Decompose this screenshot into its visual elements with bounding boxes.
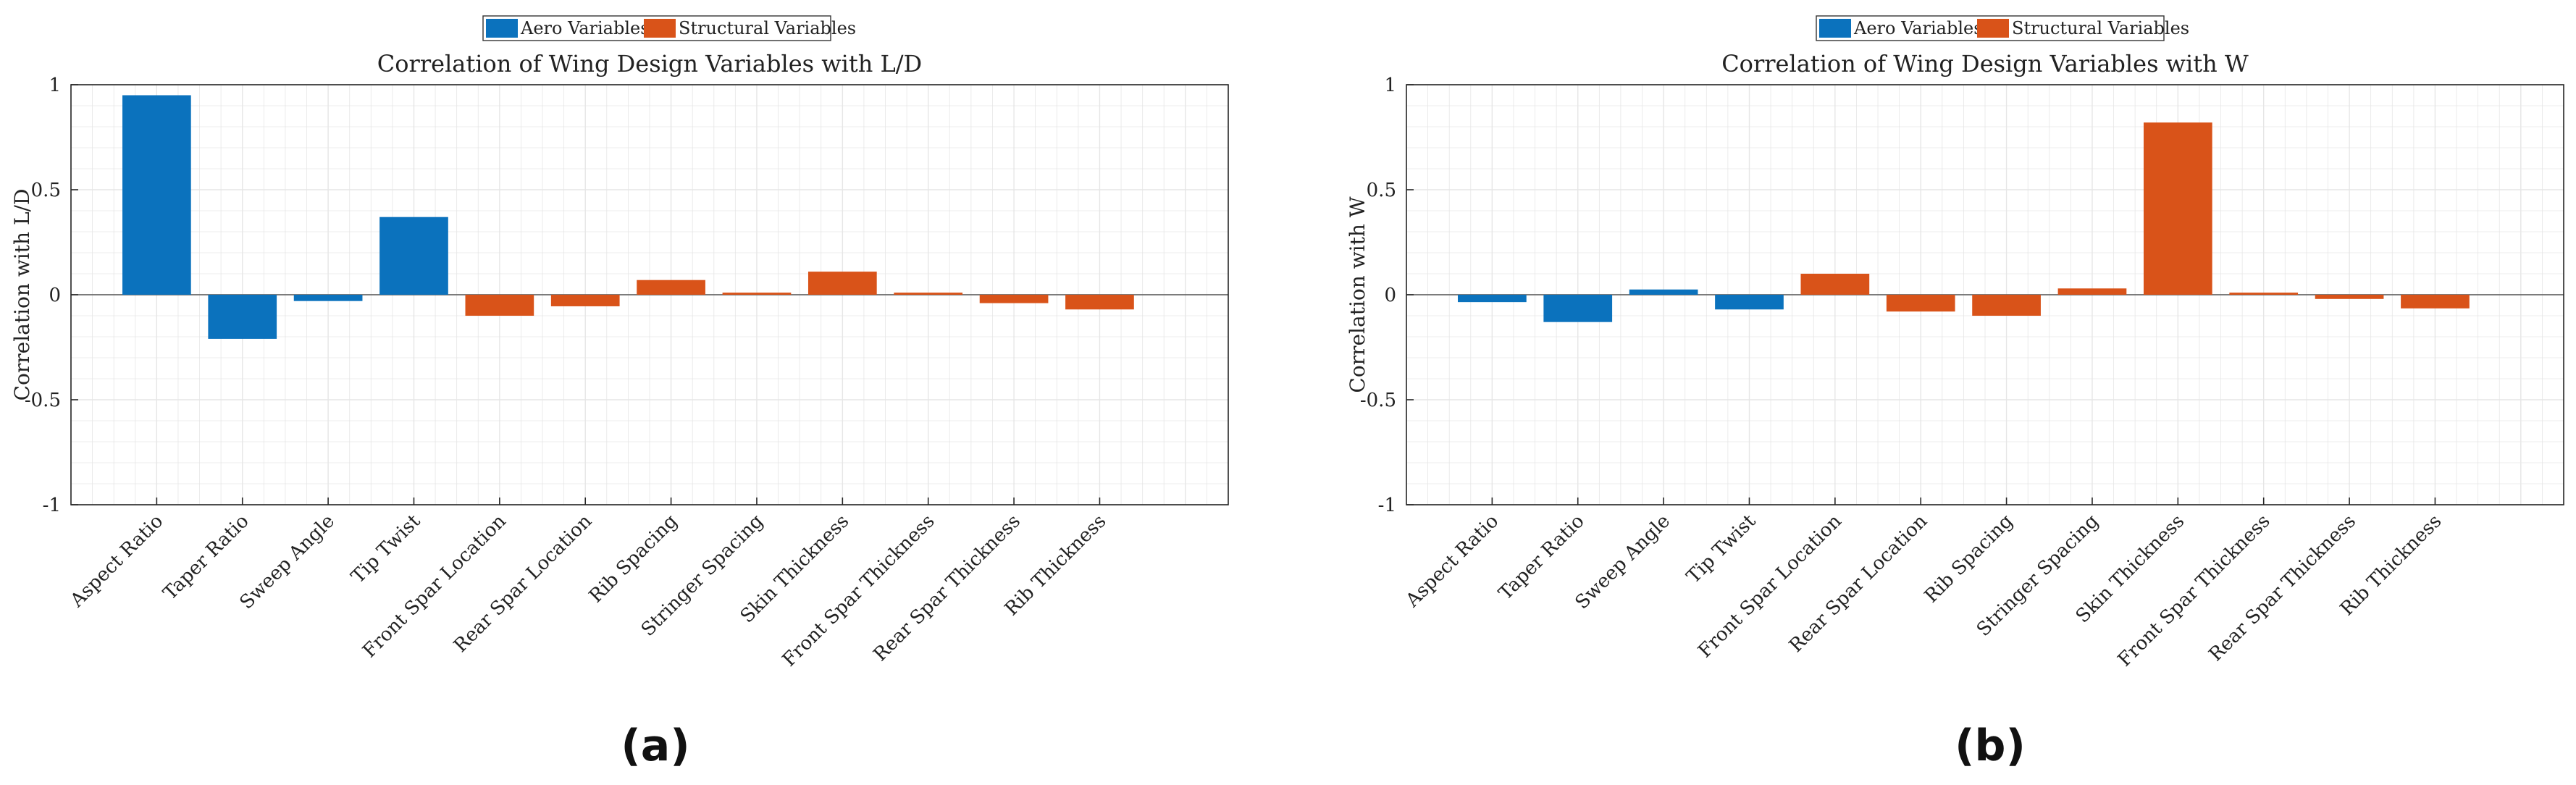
y-tick-label: 0: [1384, 285, 1396, 306]
bar-sweep-angle: [293, 295, 363, 301]
x-tick-label: Tip Twist: [1682, 510, 1760, 587]
chart-title: Correlation of Wing Design Variables wit…: [1721, 50, 2249, 77]
bar-front-spar-location: [465, 295, 534, 316]
bar-tip-twist: [379, 217, 448, 295]
y-tick-label: 1: [1384, 75, 1396, 96]
legend: Aero Variables Structural Variables: [482, 15, 856, 41]
bar-stringer-spacing: [2057, 288, 2127, 295]
x-tick-label: Taper Ratio: [159, 511, 253, 605]
x-tick-label: Tip Twist: [347, 510, 424, 587]
bar-rib-spacing: [1972, 295, 2041, 316]
bar-skin-thickness: [807, 272, 877, 295]
legend-swatch-aero: [486, 19, 518, 38]
x-tick-label: Aspect Ratio: [66, 511, 167, 612]
y-tick-label: -1: [43, 495, 61, 516]
y-tick-label: 1: [49, 75, 61, 96]
bar-stringer-spacing: [722, 293, 792, 295]
y-axis-label: Correlation with W: [1346, 196, 1369, 392]
y-tick-label: -0.5: [25, 390, 61, 411]
legend-label-aero: Aero Variables: [520, 18, 650, 38]
x-tick-label: Front Spar Thickness: [779, 511, 939, 671]
bar-tip-twist: [1715, 295, 1784, 310]
panel-label: (a): [621, 721, 689, 771]
x-tick-label: Rear Spar Thickness: [2205, 511, 2360, 666]
bar-taper-ratio: [1543, 295, 1613, 322]
x-tick-label: Rib Spacing: [1921, 511, 2018, 608]
bar-aspect-ratio: [122, 95, 191, 295]
legend-label-aero: Aero Variables: [1853, 18, 1983, 38]
bar-skin-thickness: [2143, 122, 2212, 295]
panel-label: (b): [1955, 721, 2026, 771]
bar-taper-ratio: [208, 295, 277, 339]
x-tick-label: Taper Ratio: [1495, 511, 1589, 605]
bar-front-spar-location: [1800, 274, 1870, 295]
y-tick-label: 0.5: [1367, 180, 1396, 201]
x-tick-label: Front Spar Location: [358, 511, 511, 663]
bar-rib-spacing: [637, 280, 705, 295]
bar-rear-spar-location: [1886, 295, 1955, 312]
legend: Aero Variables Structural Variables: [1816, 15, 2189, 41]
y-axis-label: Correlation with L/D: [10, 189, 34, 401]
bar-rib-thickness: [1065, 295, 1134, 310]
y-tick-label: 0.5: [31, 180, 61, 201]
y-tick-label: 0: [49, 285, 61, 306]
bar-rib-thickness: [2401, 295, 2470, 308]
chart-title: Correlation of Wing Design Variables wit…: [377, 50, 922, 77]
x-tick-label: Rear Spar Thickness: [870, 511, 1025, 666]
legend-swatch-aero: [1819, 19, 1851, 38]
bar-rear-spar-thickness: [2315, 295, 2384, 299]
bar-aspect-ratio: [1458, 295, 1527, 303]
legend-label-structural: Structural Variables: [679, 18, 856, 38]
x-tick-label: Aspect Ratio: [1401, 511, 1503, 612]
legend-swatch-structural: [644, 19, 676, 38]
x-tick-label: Front Spar Thickness: [2114, 511, 2275, 671]
x-tick-label: Front Spar Location: [1694, 511, 1846, 663]
bar-sweep-angle: [1629, 289, 1698, 295]
legend-swatch-structural: [1977, 19, 2009, 38]
x-tick-label: Rib Spacing: [585, 511, 682, 608]
y-tick-label: -1: [1378, 495, 1396, 516]
legend-label-structural: Structural Variables: [2012, 18, 2189, 38]
bar-front-spar-thickness: [894, 293, 963, 295]
bar-rear-spar-location: [550, 295, 620, 306]
y-tick-label: -0.5: [1360, 390, 1396, 411]
x-tick-label: Rear Spar Location: [1785, 511, 1931, 657]
x-tick-label: Rear Spar Location: [450, 511, 596, 657]
bar-front-spar-thickness: [2229, 293, 2299, 295]
bar-rear-spar-thickness: [979, 295, 1049, 303]
